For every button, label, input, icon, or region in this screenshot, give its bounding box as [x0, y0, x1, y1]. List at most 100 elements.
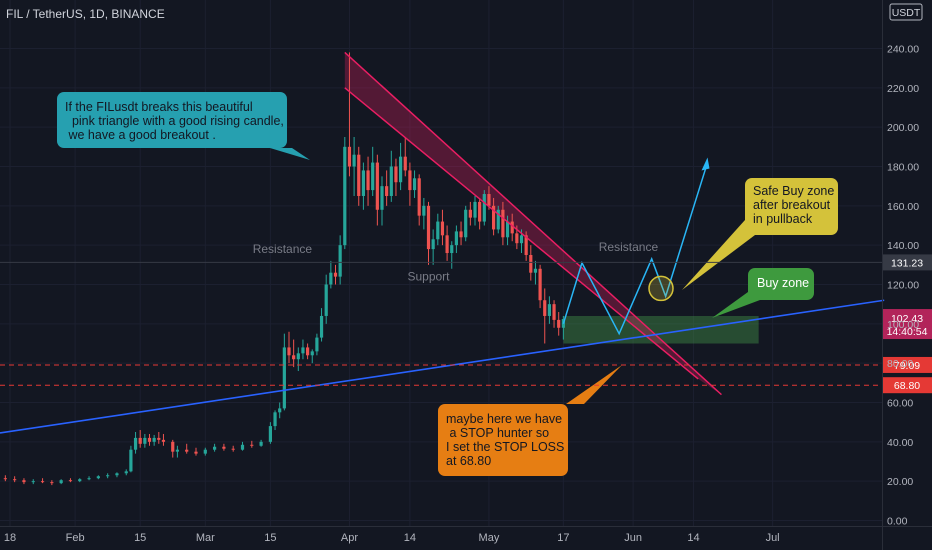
candle-body	[161, 439, 166, 442]
candle	[380, 176, 384, 226]
candle	[22, 478, 26, 485]
candle-body	[445, 235, 449, 254]
y-tick-label: 0.00	[887, 516, 908, 528]
y-tick-label: 80.00	[887, 358, 913, 370]
candle-body	[78, 479, 82, 482]
candle-body	[529, 254, 533, 273]
drawings-back	[344, 52, 759, 395]
candle-body	[399, 156, 403, 183]
candle	[152, 434, 156, 446]
candle-body	[478, 201, 482, 222]
candle	[329, 260, 333, 289]
candle-body	[329, 272, 333, 285]
candle-body	[371, 162, 375, 191]
candle-body	[143, 437, 147, 444]
candle	[157, 431, 161, 444]
callout-breakout[interactable]: If the FILusdt breaks this beautiful pin…	[57, 92, 287, 148]
candle-body	[31, 481, 35, 483]
support-label: Support	[407, 270, 450, 284]
candle	[547, 296, 551, 324]
candle-body	[59, 480, 63, 484]
candle	[306, 343, 310, 360]
callout-buy-zone[interactable]: Buy zone	[748, 268, 814, 300]
candle	[510, 213, 514, 242]
price-level-label: 79.09	[894, 360, 920, 372]
candle-body	[203, 449, 207, 454]
candle-body	[333, 272, 338, 277]
candle	[366, 156, 370, 206]
candle-body	[547, 304, 551, 316]
buy-zone-rect[interactable]	[563, 315, 759, 344]
symbol-title: FIL / TetherUS, 1D, BINANCE	[6, 7, 165, 21]
callout-breakout-tail	[270, 148, 310, 160]
candle	[482, 190, 486, 226]
resistance-label-1: Resistance	[253, 242, 313, 256]
candle	[347, 52, 352, 177]
candle-body	[185, 449, 189, 452]
triangle-lower-edge[interactable]	[344, 87, 699, 380]
x-tick-label: 14	[687, 532, 699, 544]
candle	[557, 312, 561, 336]
candle-body	[147, 437, 152, 442]
x-tick-label: 15	[264, 532, 276, 544]
candle	[194, 447, 198, 456]
candle-body	[422, 205, 426, 216]
candle	[399, 142, 403, 191]
pullback-circle[interactable]	[648, 275, 674, 302]
candle	[124, 469, 128, 476]
candle-body	[171, 441, 175, 452]
candle	[431, 229, 435, 265]
callout-safe-buy-zone[interactable]: Safe Buy zone after breakout in pullback	[745, 178, 838, 235]
candle-body	[352, 154, 356, 167]
candle-body	[454, 231, 458, 246]
candle	[87, 476, 91, 481]
candle	[213, 443, 217, 452]
candle-body	[464, 209, 468, 238]
currency-label: USDT	[892, 7, 921, 19]
candle-body	[408, 170, 412, 191]
candle	[315, 333, 319, 356]
candle	[240, 441, 245, 451]
candle	[505, 215, 510, 246]
candle	[450, 241, 454, 269]
blue-trend-line[interactable]	[0, 299, 885, 434]
price-level-label: 68.80	[894, 380, 920, 392]
candle	[473, 195, 477, 226]
candle-body	[403, 156, 407, 171]
x-tick-label: 15	[134, 532, 146, 544]
candle	[468, 201, 472, 226]
currency-badge[interactable]: USDT	[889, 3, 923, 21]
callout-stop-loss[interactable]: maybe here we have a STOP hunter so I se…	[438, 404, 568, 476]
x-tick-label: Apr	[341, 532, 358, 544]
candle-body	[282, 347, 286, 409]
x-tick-label: 18	[4, 532, 16, 544]
candle	[403, 136, 407, 177]
candle-body	[557, 319, 561, 328]
candle-body	[87, 478, 91, 480]
y-tick-label: 100.00	[887, 319, 919, 331]
candle	[394, 158, 398, 196]
candle-body	[394, 166, 398, 183]
candle-body	[357, 154, 361, 196]
y-tick-label: 140.00	[887, 240, 919, 252]
candle-body	[440, 221, 445, 236]
candle	[171, 439, 175, 458]
candle-body	[524, 235, 528, 255]
candle-body	[552, 304, 556, 320]
y-tick-label: 60.00	[887, 397, 913, 409]
candle	[31, 479, 35, 485]
candle-body	[538, 268, 542, 301]
candle	[501, 201, 505, 246]
candle-body	[324, 284, 328, 316]
triangle-upper-edge[interactable]	[344, 51, 722, 396]
y-tick-label: 180.00	[887, 161, 919, 173]
candle	[259, 439, 263, 447]
projection-path[interactable]	[562, 162, 709, 336]
candle	[231, 445, 235, 452]
candle-body	[292, 355, 296, 360]
candle-body	[96, 476, 100, 479]
candle-body	[106, 475, 110, 477]
x-tick-label: 17	[557, 532, 569, 544]
candle-body	[278, 408, 282, 413]
